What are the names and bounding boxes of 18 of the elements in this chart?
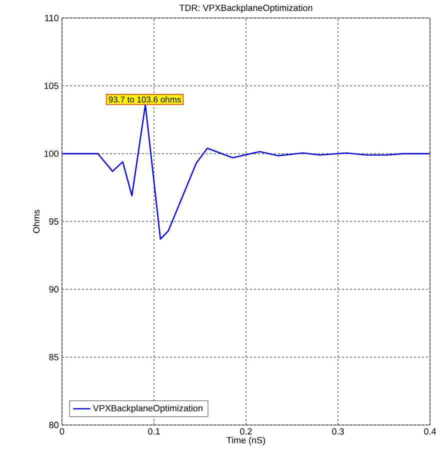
legend-label: VPXBackplaneOptimization (92, 404, 202, 414)
x-tick-label: 0.3 (332, 428, 344, 435)
y-axis-title: Ohms (32, 210, 40, 234)
y-tick-label: 80 (49, 422, 58, 428)
x-tick-label: 0.2 (240, 428, 252, 435)
chart-title: TDR: VPXBackplaneOptimization (179, 4, 312, 13)
x-axis-title: Time (nS) (226, 436, 266, 446)
y-tick-label: 105 (44, 82, 58, 90)
x-tick-label: 0.1 (148, 428, 160, 435)
y-tick-label: 110 (45, 14, 58, 22)
y-tick-label: 85 (49, 354, 58, 360)
x-tick-label: 0 (60, 428, 64, 435)
x-tick-label: 0.4 (424, 428, 436, 435)
y-tick-label: 95 (49, 218, 58, 225)
y-tick-label: 100 (44, 150, 58, 157)
line-series (62, 104, 430, 240)
annotation: 93.7 to 103.6 ohms (108, 96, 181, 103)
y-tick-label: 90 (49, 286, 58, 293)
